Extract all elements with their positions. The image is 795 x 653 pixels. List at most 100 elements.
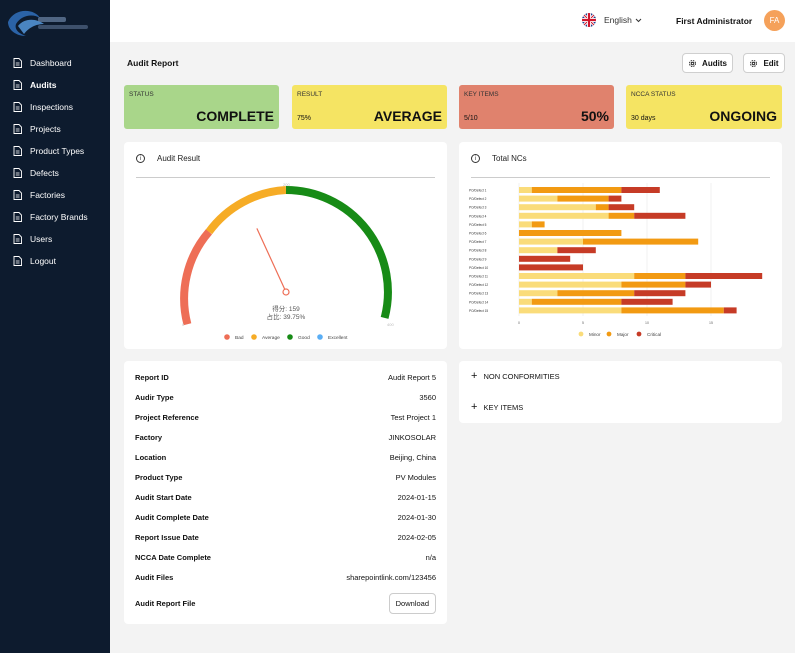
detail-value: n/a (425, 552, 436, 562)
nav-label: Factory Brands (30, 212, 88, 222)
chevron-down-icon (635, 18, 642, 22)
gauge-tick: 200 (283, 182, 290, 187)
legend-dot-good (287, 334, 293, 340)
divider (471, 177, 770, 178)
bar-minor (519, 195, 558, 202)
legend-label: Major (617, 332, 629, 337)
edit-button[interactable]: Edit (743, 53, 785, 73)
bar-critical (557, 247, 596, 254)
card-sub: 5/10 (464, 115, 478, 122)
bar-minor (519, 204, 596, 211)
bar-major (583, 238, 699, 245)
nav-projects[interactable]: Projects (0, 118, 110, 140)
x-tick-label: 5 (582, 321, 584, 325)
language-selector[interactable]: English (582, 13, 642, 27)
detail-value: 2024-01-15 (397, 492, 436, 502)
nav-factory-brands[interactable]: Factory Brands (0, 206, 110, 228)
bar-minor (519, 247, 558, 254)
detail-value: 2024-02-05 (397, 532, 436, 542)
card-value: AVERAGE (373, 108, 442, 124)
detail-value: 3560 (419, 392, 436, 402)
bar-major (621, 281, 686, 288)
nav-label: Factories (30, 190, 65, 200)
gauge-segment-average (205, 186, 287, 235)
bar-major (557, 195, 609, 202)
x-tick-label: 15 (709, 321, 713, 325)
category-label: PO/Defect 10 (469, 266, 488, 270)
document-icon (13, 58, 22, 68)
card-value: COMPLETE (196, 108, 274, 124)
document-icon (13, 124, 22, 134)
detail-row-audit-type: Audir Type 3560 (135, 387, 436, 407)
detail-row-issue-date: Report Issue Date 2024-02-05 (135, 527, 436, 547)
detail-value: 2024-01-30 (397, 512, 436, 522)
bar-major (519, 230, 622, 236)
bar-minor (519, 298, 532, 305)
bar-critical (608, 195, 622, 202)
nav-label: Product Types (30, 146, 85, 156)
detail-label: Audit Complete Date (135, 512, 209, 522)
nav-product-types[interactable]: Product Types (0, 140, 110, 162)
nav-audits[interactable]: Audits (0, 74, 110, 96)
nav-label: Projects (30, 124, 61, 134)
detail-label: Product Type (135, 472, 183, 482)
nav-users[interactable]: Users (0, 228, 110, 250)
audit-files-link[interactable]: sharepointlink.com/123456 (346, 572, 436, 582)
plus-icon: + (471, 370, 478, 382)
category-label: PO/Defect 1 (469, 189, 487, 193)
gauge-needle (256, 228, 287, 293)
document-icon (13, 80, 22, 90)
category-label: PO/Defect 12 (469, 283, 488, 287)
download-button[interactable]: Download (388, 592, 436, 614)
detail-label: Audit Report File (135, 598, 196, 608)
category-label: PO/Defect 2 (469, 197, 487, 201)
category-label: PO/Defect 8 (469, 249, 487, 253)
bar-critical (621, 298, 673, 305)
info-icon: i (471, 154, 480, 163)
nav-logout[interactable]: Logout (0, 250, 110, 272)
bar-major (531, 221, 545, 228)
avatar[interactable]: FA (764, 10, 785, 31)
detail-value: Audit Report 5 (388, 372, 436, 382)
key-items-toggle[interactable]: + KEY ITEMS (471, 402, 523, 413)
category-label: PO/Defect 6 (469, 232, 487, 236)
category-label: PO/Defect 14 (469, 300, 488, 304)
category-label: PO/Defect 4 (469, 214, 487, 218)
bar-major (595, 204, 609, 211)
bar-minor (519, 212, 609, 219)
document-icon (13, 168, 22, 178)
legend-label: Bad (235, 335, 244, 341)
nav-factories[interactable]: Factories (0, 184, 110, 206)
nav-defects[interactable]: Defects (0, 162, 110, 184)
total-ncs-chart: 0 5 10 15 PO/Defect 1 PO/Defect 2 PO/Defect 3 P… (469, 183, 763, 337)
gauge-ratio: 占比: 39.75% (267, 312, 306, 321)
category-label: PO/Defect 7 (469, 240, 487, 244)
bar-critical (723, 307, 737, 314)
nav-label: Audits (30, 80, 57, 90)
nav-label: Inspections (30, 102, 73, 112)
gauge-legend: Bad Average Good Excellent (224, 334, 348, 341)
panel-title: Total NCs (492, 154, 527, 163)
detail-value: PV Modules (395, 472, 436, 482)
category-label: PO/Defect 5 (469, 223, 487, 227)
nav-inspections[interactable]: Inspections (0, 96, 110, 118)
company-logo (8, 10, 88, 36)
legend-label: Excellent (328, 335, 348, 341)
bar-major (608, 212, 635, 219)
panel-title: Audit Result (157, 154, 201, 163)
detail-row-report-file: Audit Report File Download (135, 592, 436, 614)
non-conformities-toggle[interactable]: + NON CONFORMITIES (471, 371, 560, 382)
top-bar: English First Administrator FA (110, 0, 795, 42)
card-label: STATUS (129, 91, 154, 98)
nav-dashboard[interactable]: Dashboard (0, 52, 110, 74)
bar-minor (519, 187, 532, 193)
card-sub: 30 days (631, 115, 656, 122)
bar-major (634, 273, 686, 279)
gauge-tick: 400 (387, 322, 394, 327)
audits-button[interactable]: Audits (682, 53, 733, 73)
legend-dot-major (606, 331, 612, 337)
bar-minor (519, 221, 532, 228)
detail-row-project-reference: Project Reference Test Project 1 (135, 407, 436, 427)
user-name[interactable]: First Administrator (676, 16, 753, 26)
detail-value: Test Project 1 (390, 412, 436, 422)
